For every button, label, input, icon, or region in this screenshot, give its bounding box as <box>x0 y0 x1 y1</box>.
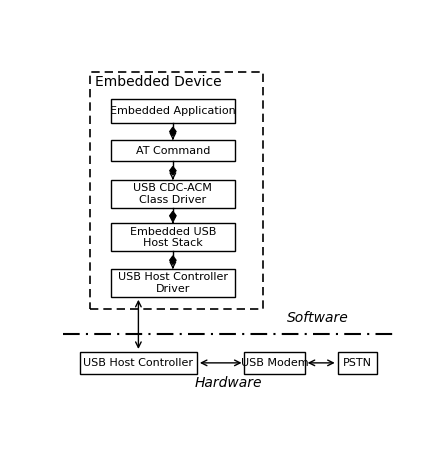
Text: USB Host Controller
Driver: USB Host Controller Driver <box>118 272 228 294</box>
FancyBboxPatch shape <box>111 269 235 297</box>
Text: PSTN: PSTN <box>343 358 372 368</box>
Text: AT Command: AT Command <box>136 146 210 156</box>
Text: USB CDC-ACM
Class Driver: USB CDC-ACM Class Driver <box>134 183 212 205</box>
FancyBboxPatch shape <box>111 180 235 208</box>
FancyBboxPatch shape <box>244 352 305 374</box>
Polygon shape <box>170 127 176 136</box>
Polygon shape <box>170 211 176 220</box>
Polygon shape <box>170 256 176 264</box>
Polygon shape <box>170 166 176 175</box>
Text: Software: Software <box>287 311 348 325</box>
Text: Hardware: Hardware <box>194 376 262 390</box>
FancyBboxPatch shape <box>80 352 197 374</box>
FancyBboxPatch shape <box>111 140 235 162</box>
Text: USB Host Controller: USB Host Controller <box>83 358 194 368</box>
Text: Embedded Application: Embedded Application <box>110 106 236 116</box>
FancyBboxPatch shape <box>111 224 235 251</box>
FancyBboxPatch shape <box>111 99 235 123</box>
Text: USB Modem: USB Modem <box>241 358 308 368</box>
FancyBboxPatch shape <box>338 352 377 374</box>
Text: Embedded Device: Embedded Device <box>95 75 222 89</box>
Text: Embedded USB
Host Stack: Embedded USB Host Stack <box>129 226 216 248</box>
